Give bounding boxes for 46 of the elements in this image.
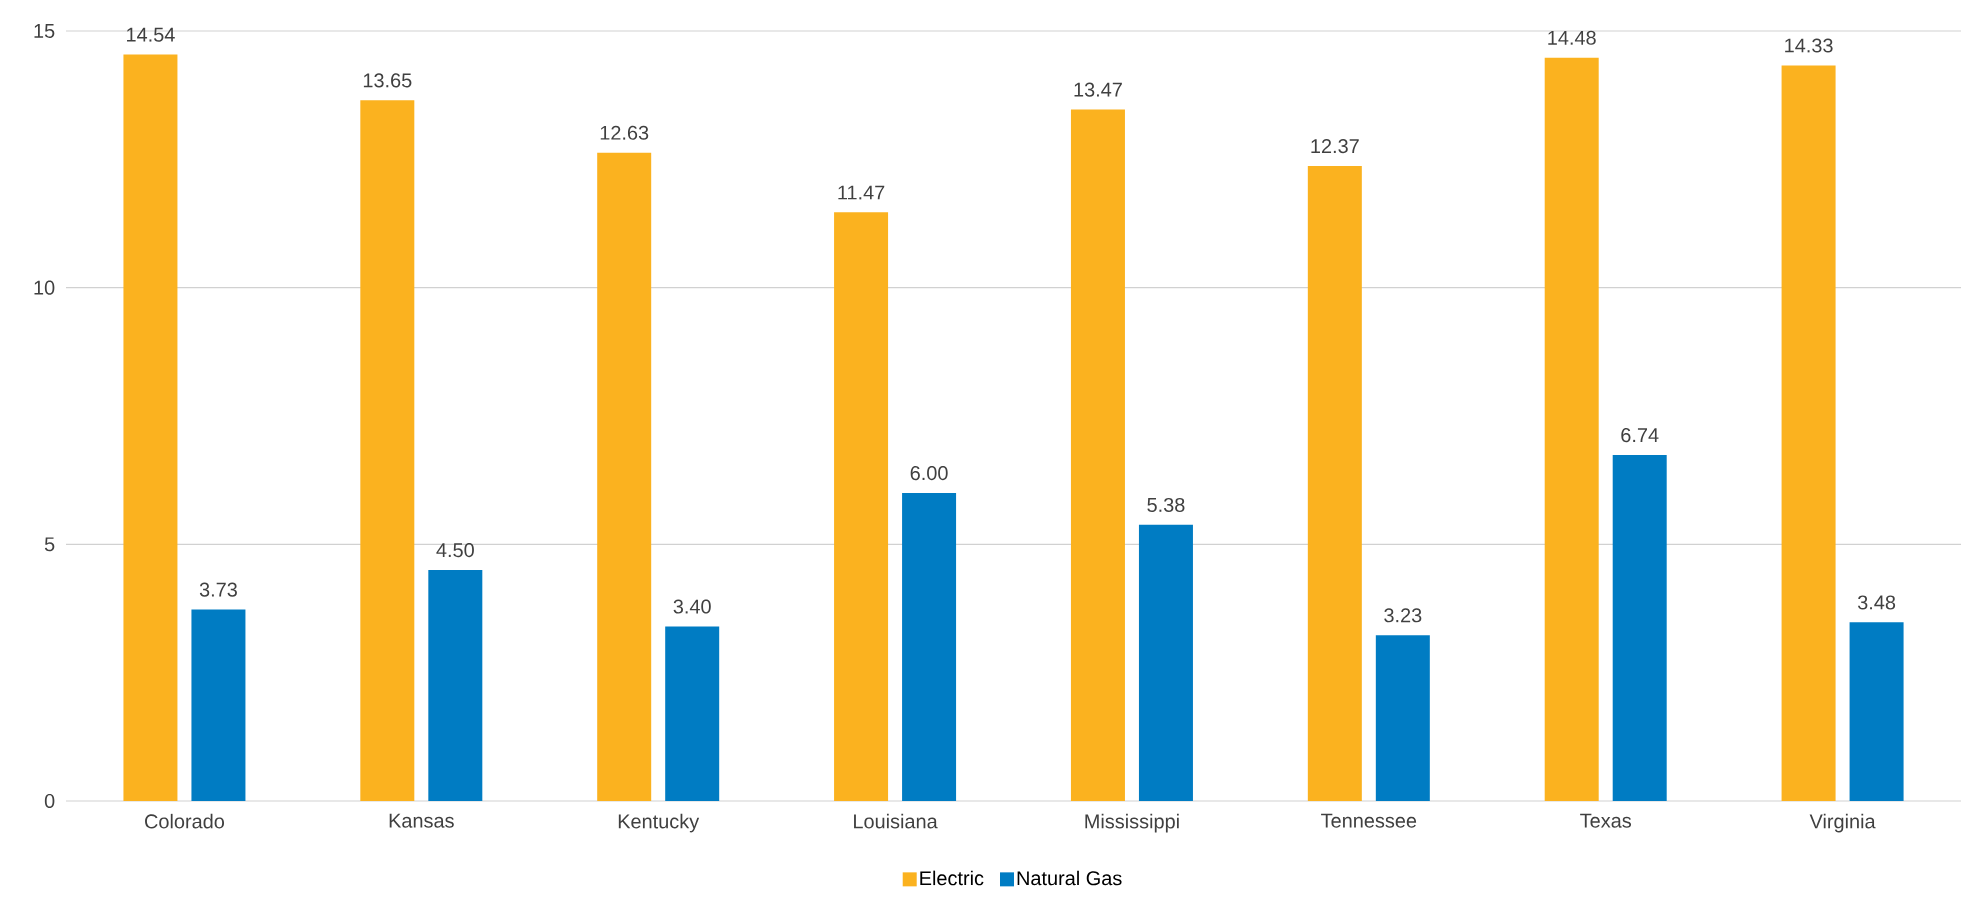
y-tick-label: 0 bbox=[44, 793, 55, 809]
data-label: 5.38 bbox=[1147, 497, 1185, 512]
data-label: 6.00 bbox=[910, 466, 948, 481]
bar bbox=[191, 609, 246, 801]
data-label: 13.65 bbox=[363, 73, 412, 88]
data-label: 4.50 bbox=[436, 543, 474, 558]
x-tick-label: Colorado bbox=[145, 813, 225, 829]
data-label: 12.63 bbox=[600, 125, 649, 140]
bar bbox=[1070, 109, 1125, 801]
y-tick-label: 15 bbox=[34, 24, 55, 38]
y-tick-label: 5 bbox=[44, 537, 55, 552]
x-tick-label: Tennessee bbox=[1321, 813, 1417, 828]
data-label: 3.40 bbox=[673, 599, 711, 614]
legend-label: Electric bbox=[920, 870, 984, 886]
bar bbox=[123, 54, 178, 801]
x-tick-label: Kansas bbox=[389, 813, 454, 828]
bar bbox=[597, 152, 652, 801]
data-label: 3.48 bbox=[1857, 595, 1896, 610]
data-label: 11.47 bbox=[838, 185, 885, 200]
y-tick-label: 10 bbox=[34, 280, 55, 295]
x-tick-label: Texas bbox=[1580, 813, 1632, 828]
bar bbox=[360, 100, 415, 801]
bar bbox=[902, 493, 957, 801]
bar bbox=[665, 626, 720, 801]
bar bbox=[834, 212, 889, 801]
x-tick-label: Mississippi bbox=[1085, 813, 1179, 833]
data-label: 14.33 bbox=[1785, 38, 1833, 53]
x-tick-label: Kentucky bbox=[618, 813, 700, 833]
data-label: 13.47 bbox=[1074, 82, 1122, 97]
data-label: 3.23 bbox=[1384, 608, 1422, 623]
data-label: 14.48 bbox=[1548, 30, 1596, 45]
bar bbox=[1612, 455, 1667, 801]
data-label: 6.74 bbox=[1621, 428, 1659, 443]
bar bbox=[1307, 166, 1362, 801]
bar bbox=[1138, 524, 1193, 801]
x-tick-label: Louisiana bbox=[854, 813, 938, 829]
bar bbox=[428, 570, 483, 801]
x-tick-label: Virginia bbox=[1809, 813, 1876, 833]
bar bbox=[1375, 635, 1430, 801]
legend-label: Natural Gas bbox=[1017, 870, 1122, 886]
bar bbox=[1544, 57, 1599, 801]
data-label: 14.54 bbox=[127, 27, 175, 42]
data-label: 3.73 bbox=[199, 582, 237, 597]
data-label: 12.37 bbox=[1311, 139, 1359, 154]
bar bbox=[1849, 622, 1904, 801]
bar bbox=[1781, 65, 1836, 801]
